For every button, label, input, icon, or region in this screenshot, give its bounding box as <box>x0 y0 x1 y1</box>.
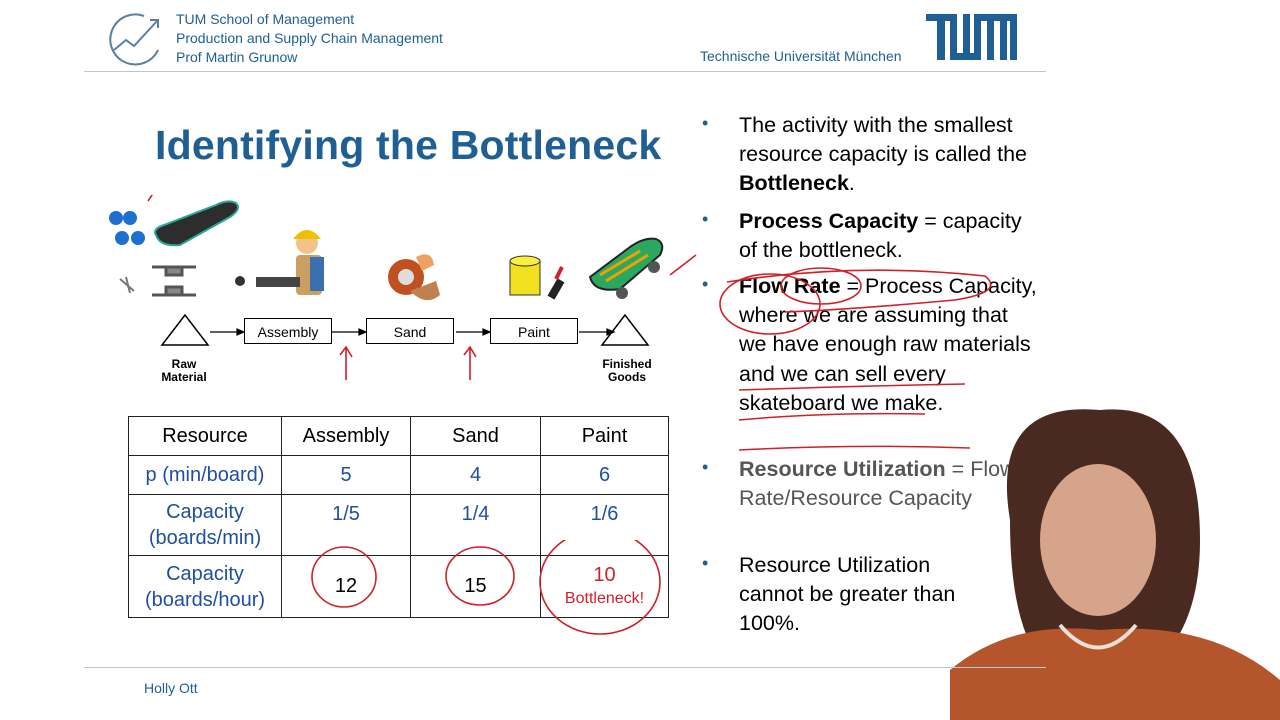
bottleneck-value: 10 <box>593 563 616 586</box>
finished-label-line2: Goods <box>608 370 646 384</box>
table-row: Capacity (boards/hour) 12 15 10 Bottlene… <box>128 555 669 618</box>
finished-goods-label: Finished Goods <box>594 358 660 384</box>
flow-arrows <box>210 328 616 336</box>
footer-divider <box>84 667 1046 668</box>
bullet-dot: • <box>702 113 709 133</box>
trucks-icon <box>152 265 196 297</box>
table-cell: 4 <box>410 455 541 495</box>
process-flow-diagram <box>109 195 697 380</box>
bullet-dot: • <box>702 274 709 294</box>
header-cell: Sand <box>410 416 541 456</box>
row-label-line2: (boards/min) <box>148 527 262 549</box>
chair-name: Production and Supply Chain Management <box>176 30 443 46</box>
row-label-line1: Capacity <box>166 562 244 585</box>
row-label: Capacity (boards/hour) <box>128 555 282 618</box>
worker-icon <box>235 230 324 295</box>
paint-bucket-icon <box>509 255 565 300</box>
table-annotations <box>311 540 661 635</box>
header-cell: Assembly <box>281 416 411 456</box>
bullet-utilization-limit: Resource Utilization cannot be greater t… <box>739 553 956 636</box>
bullet-annotations <box>719 267 992 451</box>
header-cell: Paint <box>540 416 669 456</box>
slide-title: Identifying the Bottleneck <box>155 122 662 168</box>
bottleneck-cell: 10 Bottleneck! <box>540 555 669 618</box>
screws-icon <box>119 276 135 294</box>
school-name: TUM School of Management <box>176 11 355 27</box>
tum-logo <box>926 14 1017 60</box>
skateboard-deck-icon <box>154 200 239 247</box>
table-row: Capacity (boards/min) 1/5 1/4 1/6 <box>128 494 669 556</box>
raw-label-line2: Material <box>161 370 207 384</box>
finished-skateboard-icon <box>588 237 664 299</box>
step-sand: Sand <box>366 318 454 344</box>
sander-icon <box>388 254 440 301</box>
bullet-dot: • <box>702 209 709 229</box>
row-label: Capacity (boards/min) <box>128 494 282 556</box>
presenter-video <box>950 409 1280 720</box>
bullet-process-capacity: Process Capacity = capacity of the bottl… <box>739 209 1022 263</box>
header-divider <box>84 71 1046 72</box>
table-cell: 1/4 <box>410 494 541 556</box>
red-annotations <box>147 195 697 380</box>
presenter-name: Holly Ott <box>144 680 198 696</box>
finished-goods-triangle <box>600 313 650 346</box>
bottleneck-note: Bottleneck! <box>564 589 645 607</box>
row-label-line1: Capacity <box>166 501 244 523</box>
table-cell: 6 <box>540 455 669 495</box>
row-label: p (min/board) <box>128 455 282 495</box>
header-cell: Resource <box>128 416 282 456</box>
table-header-row: Resource Assembly Sand Paint <box>128 416 669 456</box>
table-row: p (min/board) 5 4 6 <box>128 455 669 495</box>
raw-material-label: Raw Material <box>154 358 214 384</box>
wheels-icon <box>109 211 145 245</box>
management-logo-icon <box>109 13 159 66</box>
professor-name: Prof Martin Grunow <box>176 49 298 65</box>
bullet-dot: • <box>702 457 709 477</box>
table-cell: 15 <box>410 555 541 618</box>
step-assembly: Assembly <box>244 318 332 344</box>
bullet-bottleneck-definition: The activity with the smallest resource … <box>739 113 1028 196</box>
bullet-dot: • <box>702 553 709 573</box>
raw-material-triangle <box>160 313 210 346</box>
finished-label-line1: Finished <box>602 357 652 371</box>
row-label-line2: (boards/hour) <box>144 588 266 611</box>
resource-table: Resource Assembly Sand Paint p (min/boar… <box>128 416 669 618</box>
table-cell: 5 <box>281 455 411 495</box>
raw-label-line1: Raw <box>171 357 197 371</box>
bullet-resource-utilization: Resource Utilization = Flow Rate/Resourc… <box>739 457 1016 511</box>
step-paint: Paint <box>490 318 578 344</box>
university-name: Technische Universität München <box>700 48 902 64</box>
